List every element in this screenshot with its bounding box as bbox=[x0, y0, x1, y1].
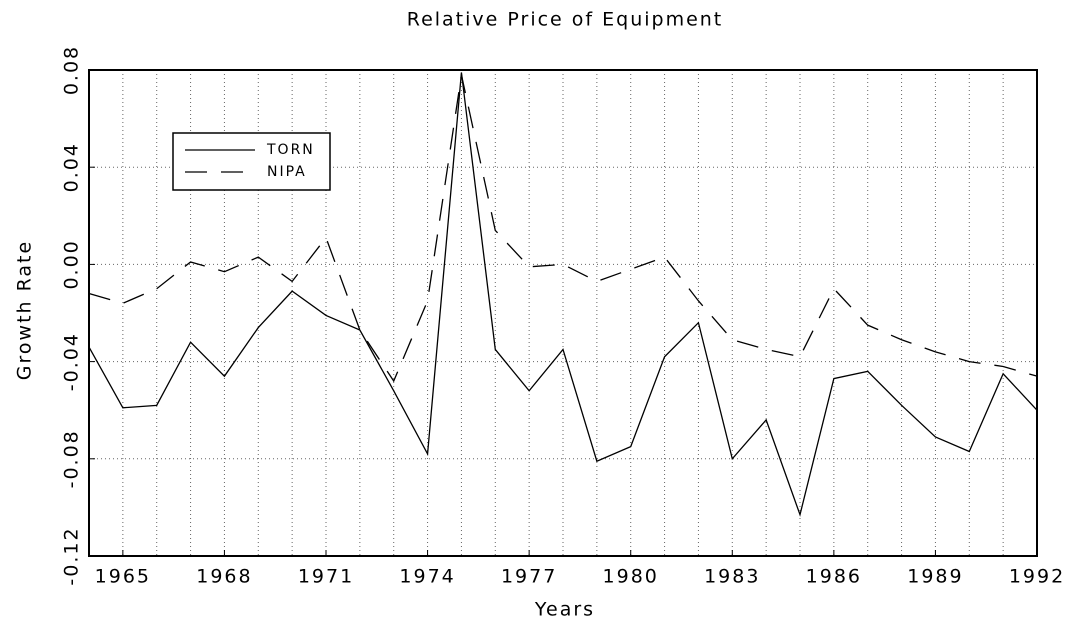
y-tick-label: -0.04 bbox=[61, 332, 83, 391]
x-tick-label: 1989 bbox=[907, 566, 963, 588]
plot-frame bbox=[88, 69, 1038, 557]
chart-title: Relative Price of Equipment bbox=[407, 9, 724, 31]
x-tick-label: 1992 bbox=[1009, 566, 1065, 588]
x-axis-label: Years bbox=[534, 599, 595, 621]
x-tick-label: 1977 bbox=[501, 566, 557, 588]
x-tick-label: 1986 bbox=[806, 566, 862, 588]
legend-label: TORN bbox=[266, 142, 315, 158]
y-tick-label: -0.12 bbox=[61, 526, 83, 585]
x-tick-label: 1971 bbox=[298, 566, 354, 588]
legend-label: NIPA bbox=[267, 164, 307, 180]
x-tick-label: 1974 bbox=[399, 566, 455, 588]
y-tick-label: -0.08 bbox=[61, 429, 83, 488]
x-tick-label: 1965 bbox=[95, 566, 151, 588]
y-axis-label: Growth Rate bbox=[14, 240, 36, 380]
data-line bbox=[88, 72, 1038, 517]
legend-box bbox=[172, 132, 331, 191]
y-tick-label: 0.04 bbox=[61, 142, 83, 192]
y-tick-label: 0.00 bbox=[61, 239, 83, 289]
x-tick-label: 1980 bbox=[603, 566, 659, 588]
x-tick-label: 1968 bbox=[196, 566, 252, 588]
x-tick-label: 1983 bbox=[704, 566, 760, 588]
y-tick-label: 0.08 bbox=[61, 45, 83, 95]
data-line bbox=[88, 74, 1038, 383]
